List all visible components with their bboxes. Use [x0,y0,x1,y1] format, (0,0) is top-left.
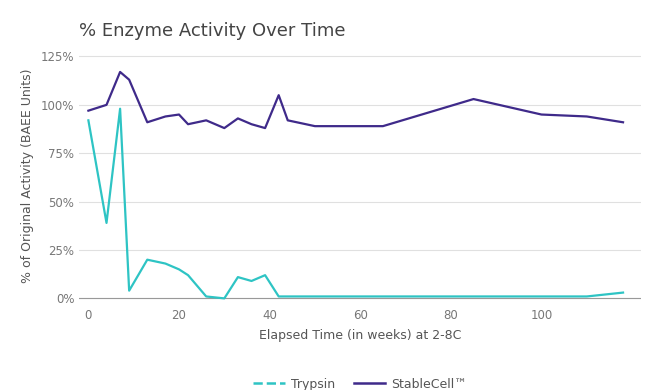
Y-axis label: % of Original Activity (BAEE Units): % of Original Activity (BAEE Units) [21,68,34,283]
Legend: Trypsin, StableCell™: Trypsin, StableCell™ [249,373,472,390]
X-axis label: Elapsed Time (in weeks) at 2-8C: Elapsed Time (in weeks) at 2-8C [259,329,461,342]
Text: % Enzyme Activity Over Time: % Enzyme Activity Over Time [79,22,346,40]
